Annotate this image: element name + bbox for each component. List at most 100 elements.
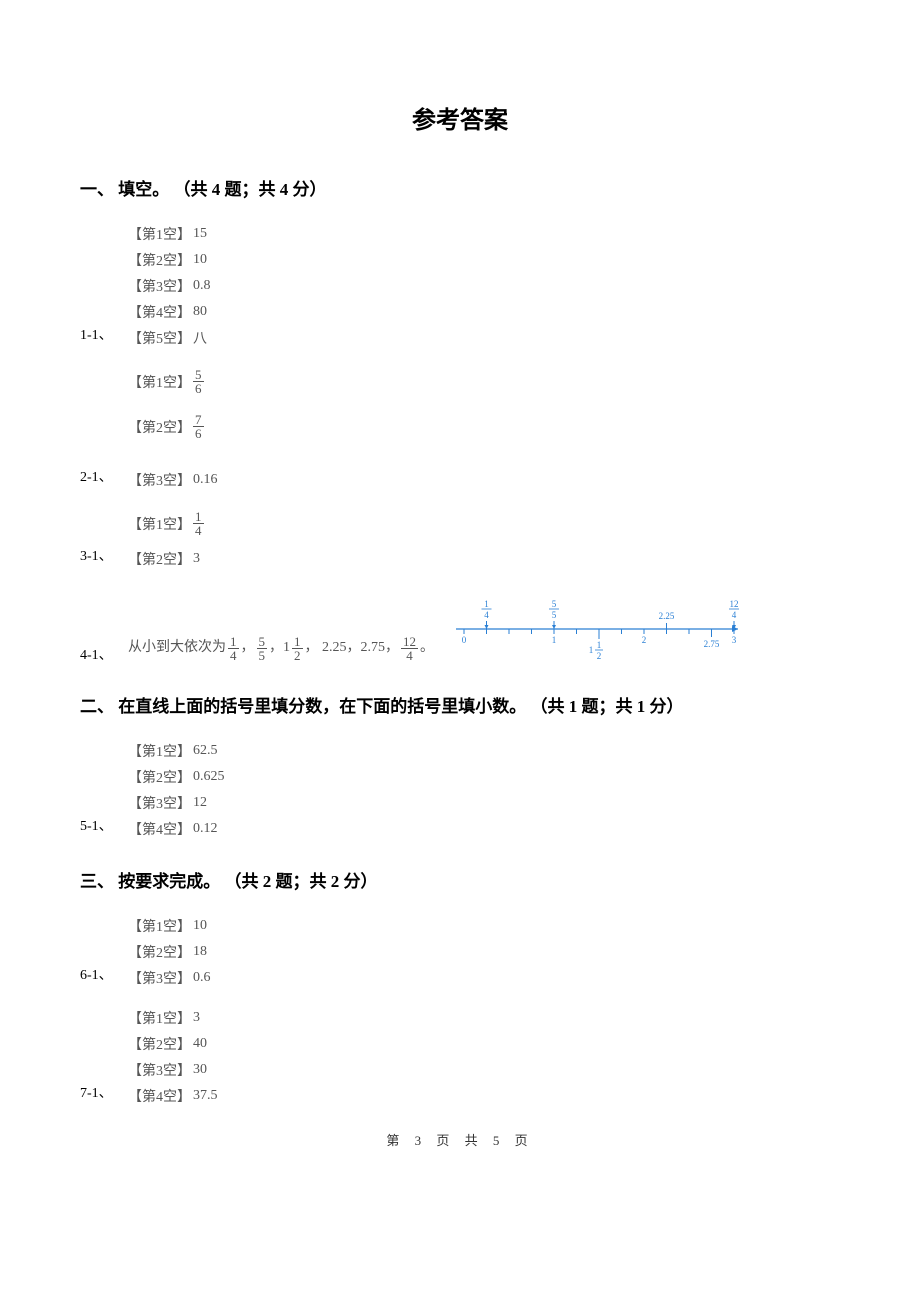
blank-value: 0.16 (193, 472, 218, 488)
answer-line: 【第3空】 12 (128, 793, 840, 813)
fraction-numerator: 1 (193, 510, 204, 524)
blank-value: 62.5 (193, 743, 218, 759)
fraction-denominator: 2 (292, 649, 303, 662)
blank-value: 18 (193, 944, 207, 960)
fraction-denominator: 6 (193, 427, 204, 440)
blank-value: 37.5 (193, 1088, 218, 1104)
svg-text:2: 2 (642, 635, 647, 645)
answer-line: 【第1空】 62.5 (128, 741, 840, 761)
question-label: 4-1、 (80, 644, 113, 664)
answer-line: 【第1空】 1 4 (128, 510, 840, 537)
answer-line: 【第3空】 30 (128, 1060, 840, 1080)
fraction: 1 4 (193, 510, 204, 537)
blank-label: 【第2空】 (128, 250, 191, 270)
svg-text:4: 4 (484, 610, 489, 620)
answer-q6-1: 【第1空】 10 【第2空】 18 【第3空】 0.6 6-1、 (128, 916, 840, 988)
fraction-denominator: 5 (257, 649, 268, 662)
q4-sequence-text: 从小到大依次为 1 4 ， 5 5 ，1 1 2 ， 2.25，2.75， 12… (128, 633, 434, 664)
blank-label: 【第3空】 (128, 793, 191, 813)
blank-value: 10 (193, 252, 207, 268)
svg-text:2.25: 2.25 (659, 611, 675, 621)
blank-label: 【第1空】 (128, 741, 191, 761)
answer-line: 【第2空】 7 6 (128, 413, 840, 440)
svg-text:3: 3 (732, 635, 737, 645)
q4-intro: 从小到大依次为 (128, 633, 226, 664)
fraction: 5 6 (193, 368, 204, 395)
svg-text:1: 1 (597, 640, 602, 650)
blank-value: 15 (193, 226, 207, 242)
question-label: 5-1、 (80, 815, 113, 835)
blank-label: 【第5空】 (128, 328, 191, 348)
fraction: 7 6 (193, 413, 204, 440)
fraction: 5 5 (257, 635, 268, 662)
blank-label: 【第1空】 (128, 372, 191, 392)
svg-text:1: 1 (484, 599, 489, 609)
blank-value: 10 (193, 918, 207, 934)
svg-text:5: 5 (552, 610, 557, 620)
answer-q4-1: 从小到大依次为 1 4 ， 5 5 ，1 1 2 ， 2.25，2.75， 12… (128, 589, 840, 664)
answer-line: 【第4空】 37.5 (128, 1086, 840, 1106)
fraction: 1 4 (228, 635, 239, 662)
blank-value: 30 (193, 1062, 207, 1078)
blank-label: 【第4空】 (128, 819, 191, 839)
answer-line: 【第1空】 15 (128, 224, 840, 244)
answer-q2-1: 【第1空】 5 6 【第2空】 7 6 【第3空】 0.16 2-1、 (128, 368, 840, 490)
number-line-svg: 012314551242.251122.75 (444, 589, 744, 659)
blank-value: 八 (193, 328, 207, 348)
blank-label: 【第2空】 (128, 767, 191, 787)
answer-line: 【第3空】 0.6 (128, 968, 840, 988)
question-label: 7-1、 (80, 1082, 113, 1102)
answer-line: 【第2空】 0.625 (128, 767, 840, 787)
page-title: 参考答案 (80, 100, 840, 135)
svg-text:2: 2 (597, 651, 602, 659)
blank-label: 【第2空】 (128, 417, 191, 437)
section-3-header: 三、 按要求完成。 （共 2 题；共 2 分） (80, 867, 840, 892)
answer-line: 【第5空】 八 (128, 328, 840, 348)
sep: ， 2.25，2.75， (305, 633, 400, 664)
answer-q7-1: 【第1空】 3 【第2空】 40 【第3空】 30 【第4空】 37.5 7-1… (128, 1008, 840, 1106)
blank-value: 0.625 (193, 769, 225, 785)
fraction-denominator: 4 (404, 649, 415, 662)
blank-label: 【第2空】 (128, 549, 191, 569)
answer-q5-1: 【第1空】 62.5 【第2空】 0.625 【第3空】 12 【第4空】 0.… (128, 741, 840, 839)
svg-text:1: 1 (552, 635, 557, 645)
sep: 。 (420, 633, 434, 664)
blank-label: 【第1空】 (128, 514, 191, 534)
svg-text:1: 1 (589, 645, 594, 655)
answer-line: 【第4空】 0.12 (128, 819, 840, 839)
svg-text:0: 0 (462, 635, 467, 645)
fraction-denominator: 4 (228, 649, 239, 662)
page: 参考答案 一、 填空。 （共 4 题；共 4 分） 【第1空】 15 【第2空】… (0, 0, 920, 1189)
section-2-header: 二、 在直线上面的括号里填分数，在下面的括号里填小数。 （共 1 题；共 1 分… (80, 692, 840, 717)
svg-text:5: 5 (552, 599, 557, 609)
answer-line: 【第3空】 0.8 (128, 276, 840, 296)
fraction-numerator: 12 (401, 635, 418, 649)
question-label: 3-1、 (80, 545, 113, 565)
blank-value: 12 (193, 795, 207, 811)
fraction-numerator: 5 (257, 635, 268, 649)
blank-label: 【第4空】 (128, 302, 191, 322)
blank-label: 【第4空】 (128, 1086, 191, 1106)
answer-line: 【第2空】 40 (128, 1034, 840, 1054)
blank-label: 【第2空】 (128, 942, 191, 962)
answer-line: 【第3空】 0.16 (128, 470, 840, 490)
answer-line: 【第2空】 10 (128, 250, 840, 270)
number-line: 012314551242.251122.75 (444, 589, 744, 664)
fraction-numerator: 5 (193, 368, 204, 382)
page-footer: 第 3 页 共 5 页 (80, 1130, 840, 1149)
blank-value: 0.6 (193, 970, 211, 986)
question-label: 1-1、 (80, 324, 113, 344)
answer-line: 【第1空】 5 6 (128, 368, 840, 395)
question-label: 2-1、 (80, 466, 113, 486)
fraction: 12 4 (401, 635, 418, 662)
answer-line: 【第2空】 3 (128, 549, 840, 569)
blank-label: 【第2空】 (128, 1034, 191, 1054)
fraction-numerator: 7 (193, 413, 204, 427)
svg-text:4: 4 (732, 610, 737, 620)
blank-value: 40 (193, 1036, 207, 1052)
svg-text:2.75: 2.75 (704, 639, 720, 649)
blank-value: 3 (193, 1010, 200, 1026)
blank-label: 【第3空】 (128, 470, 191, 490)
answer-q1-1: 【第1空】 15 【第2空】 10 【第3空】 0.8 【第4空】 80 【第5… (128, 224, 840, 348)
answer-line: 【第2空】 18 (128, 942, 840, 962)
